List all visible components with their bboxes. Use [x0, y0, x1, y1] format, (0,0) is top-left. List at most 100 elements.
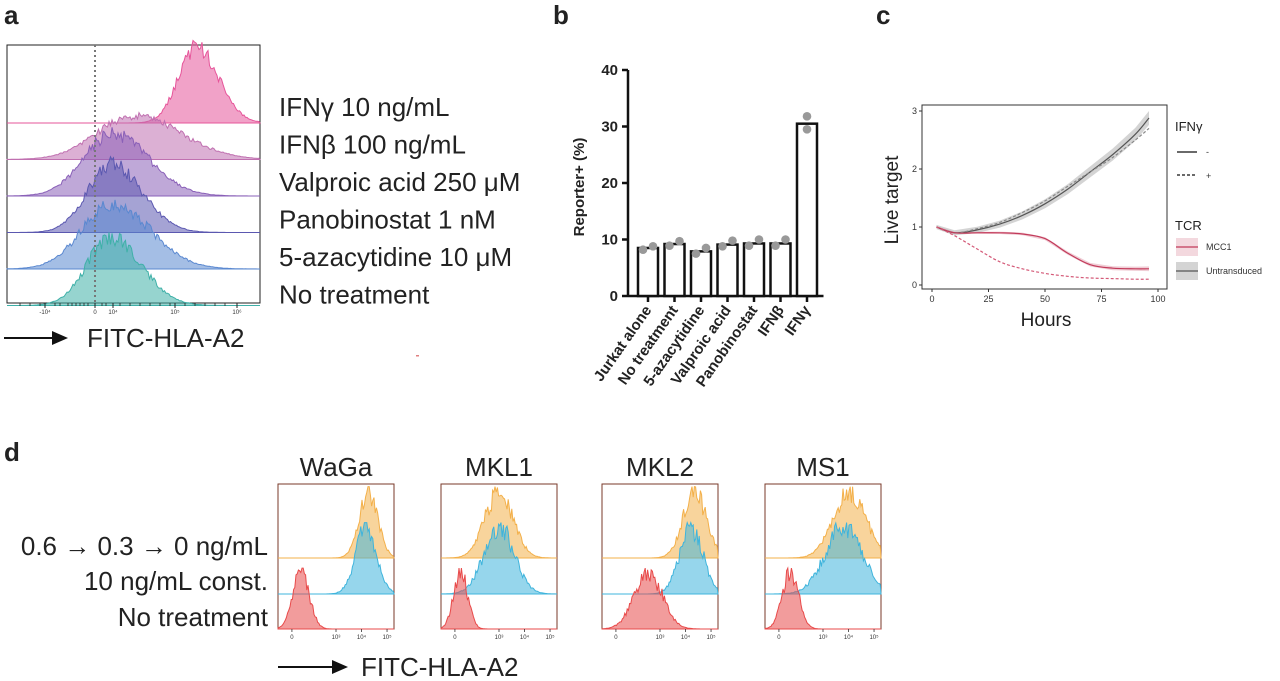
panel-a-xaxis-arrow — [4, 331, 68, 345]
panel-b-bar — [716, 243, 739, 298]
panel-c-series-line — [936, 127, 1150, 234]
panel-a-tick-label: 10⁵ — [170, 309, 180, 316]
panel-b-bar — [689, 250, 713, 298]
panel-a-histogram-1 — [6, 111, 262, 160]
panel-c-xtick-label: 75 — [1096, 294, 1106, 304]
panel-b-point — [701, 243, 711, 253]
panel-a-histogram-4 — [6, 199, 260, 270]
panel-d-cell-title: MKL1 — [465, 452, 533, 482]
panel-a-tick-label: 10⁴ — [108, 309, 118, 316]
panel-c-line-chart: 0 1 2 3 0 25 50 75 100 Hours Live target IFNγ - + T… — [882, 104, 1262, 331]
panel-a-histogram-3 — [7, 155, 260, 233]
panel-d-row-label: 0.6 → 0.3 → 0 ng/mL — [21, 531, 268, 561]
panel-a-legend-label: IFNγ 10 ng/mL — [279, 92, 450, 122]
panel-d-histogram — [441, 486, 557, 559]
panel-d-cell-title: MS1 — [796, 452, 849, 482]
panel-b-category-label: IFNγ — [782, 302, 815, 339]
panel-b-point — [802, 125, 812, 134]
panel-d-tick-label: 0 — [777, 635, 781, 641]
panel-b-bar — [795, 122, 819, 298]
panel-c-series-line — [936, 226, 1150, 270]
panel-b-point — [675, 236, 684, 246]
panel-d-tick-label: 0 — [453, 635, 457, 641]
panel-d-tick-label: 10⁵ — [706, 634, 716, 641]
panel-b-point — [691, 249, 701, 258]
panel-d-histograms: 0.6 → 0.3 → 0 ng/mL 10 ng/mL const. No tre… — [21, 452, 882, 681]
panel-a-histogram-2 — [6, 127, 260, 197]
panel-d-tick-label: 0 — [614, 635, 618, 641]
panel-a-legend-label: No treatment — [279, 280, 430, 310]
panel-c-xtick-label: 0 — [929, 294, 934, 304]
panel-b-ytick-label: 10 — [601, 232, 618, 249]
panel-d-tick-label: 10⁴ — [681, 634, 691, 641]
panel-a-tick-label: 0 — [93, 310, 97, 316]
panel-d-row-label: No treatment — [118, 602, 269, 632]
panel-c-xtick-label: 50 — [1040, 294, 1050, 304]
panel-b-category-label: IFNβ — [755, 303, 788, 340]
panel-label-a: a — [4, 0, 19, 30]
panel-b-point — [754, 235, 764, 244]
panel-c-band — [936, 226, 1149, 272]
panel-c-xlabel: Hours — [1021, 310, 1072, 331]
panel-c-legend-title-tcr: TCR — [1175, 218, 1202, 233]
panel-c-band — [936, 111, 1149, 236]
panel-label-c: c — [876, 0, 890, 30]
panel-d-tick-label: 10⁵ — [545, 634, 555, 641]
panel-d-histogram — [602, 520, 719, 595]
panel-b-point — [771, 241, 780, 251]
panel-b-bar — [742, 242, 766, 298]
panel-a-tick-label: 10⁶ — [232, 309, 242, 316]
panel-d-tick-label: 10⁴ — [357, 634, 367, 641]
panel-a-tick-label: -10⁴ — [39, 309, 51, 316]
panel-d-tick-label: 10³ — [495, 635, 504, 641]
panel-c-xtick-label: 25 — [983, 294, 993, 304]
panel-b-ytick-label: 30 — [601, 119, 618, 136]
panel-c-legend-title-ifn: IFNγ — [1175, 119, 1203, 134]
panel-c-ytick-label: 3 — [912, 106, 917, 116]
panel-a-histogram-5 — [7, 232, 260, 306]
panel-d-tick-label: 10⁴ — [520, 634, 530, 641]
panel-b-point — [744, 241, 754, 251]
panel-c-ylabel: Live target — [882, 155, 903, 244]
panel-d-tick-label: 10⁵ — [382, 634, 392, 641]
panel-label-d: d — [4, 437, 20, 467]
stray-mark — [416, 355, 419, 357]
panel-c-legend-label: - — [1206, 147, 1209, 157]
panel-c-series-line — [936, 226, 1150, 280]
panel-c-xtick-label: 100 — [1150, 294, 1165, 304]
panel-b-point — [781, 235, 790, 244]
panel-d-tick-label: 10³ — [656, 635, 665, 641]
panel-a-histogram-0 — [7, 39, 262, 124]
panel-a-legend-label: Valproic acid 250 μM — [279, 167, 520, 197]
panel-b-ytick-label: 40 — [601, 62, 618, 79]
panel-c-ytick-label: 0 — [912, 280, 917, 290]
panel-d-tick-label: 10³ — [332, 635, 341, 641]
panel-b-point — [802, 112, 812, 121]
panel-c-legend-label: Untransduced — [1206, 266, 1262, 276]
panel-label-b: b — [553, 0, 569, 30]
panel-d-histogram — [601, 567, 718, 630]
panel-b-ylabel: Reporter+ (%) — [571, 138, 588, 237]
panel-d-tick-label: 10³ — [819, 635, 828, 641]
panel-c-ytick-label: 2 — [912, 164, 917, 174]
panel-a-xlabel: FITC-HLA-A2 — [87, 323, 244, 353]
panel-b-point — [718, 241, 727, 251]
panel-d-tick-label: 10⁴ — [844, 634, 854, 641]
panel-d-tick-label: 0 — [290, 635, 294, 641]
panel-b-bar — [663, 242, 686, 298]
panel-b-bar — [769, 242, 792, 298]
panel-b-point — [665, 241, 674, 251]
panel-d-xlabel: FITC-HLA-A2 — [361, 652, 518, 681]
panel-d-tick-label: 10⁵ — [869, 634, 879, 641]
panel-b-ytick-label: 0 — [610, 288, 618, 305]
panel-c-legend-label: + — [1206, 171, 1211, 181]
panel-d-row-label: 10 ng/mL const. — [84, 566, 268, 596]
panel-d-cell-title: MKL2 — [626, 452, 694, 482]
panel-b-point — [648, 241, 658, 251]
panel-d-xaxis-arrow — [278, 660, 348, 674]
panel-b-point — [638, 245, 648, 254]
panel-b-ytick-label: 20 — [601, 175, 618, 192]
panel-b-point — [728, 236, 737, 245]
panel-c-ytick-label: 1 — [912, 222, 917, 232]
